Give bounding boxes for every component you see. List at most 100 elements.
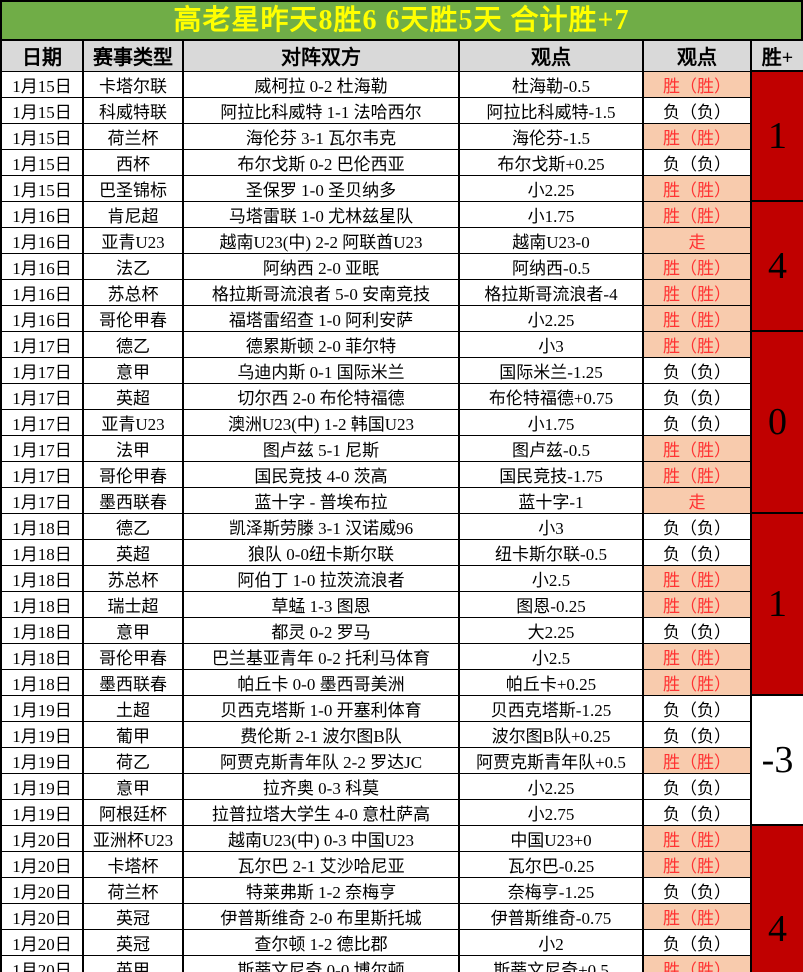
date-cell: 1月17日 [0,486,84,514]
table-row: 1月19日 葡甲 费伦斯 2-1 波尔图B队 波尔图B队+0.25 负（负） [0,720,803,748]
table-row: 1月15日 巴圣锦标 圣保罗 1-0 圣贝纳多 小2.25 胜（胜） [0,174,803,202]
pick-cell: 海伦芬-1.5 [458,122,644,150]
result-cell: 胜（胜） [642,954,752,972]
league-cell: 德乙 [82,512,184,540]
date-cell: 1月16日 [0,226,84,254]
result-cell: 负（负） [642,408,752,436]
result-cell: 胜（胜） [642,304,752,332]
league-cell: 意甲 [82,616,184,644]
table-row: 1月18日 英超 狼队 0-0纽卡斯尔联 纽卡斯尔联-0.5 负（负） [0,538,803,566]
date-cell: 1月19日 [0,798,84,826]
sheet-title: 高老星昨天8胜6 6天胜5天 合计胜+7 [0,0,803,39]
result-cell: 负（负） [642,928,752,956]
date-cell: 1月17日 [0,356,84,384]
date-cell: 1月19日 [0,746,84,774]
league-cell: 土超 [82,694,184,722]
result-cell: 负（负） [642,616,752,644]
result-cell: 胜（胜） [642,668,752,696]
match-cell: 拉普拉塔大学生 4-0 意杜萨高 [182,798,460,826]
league-cell: 阿根廷杯 [82,798,184,826]
pick-cell: 中国U23+0 [458,824,644,852]
table-row: 1月17日 意甲 乌迪内斯 0-1 国际米兰 国际米兰-1.25 负（负） [0,356,803,384]
result-cell: 胜（胜） [642,564,752,592]
date-cell: 1月20日 [0,876,84,904]
table-row: 1月17日 德乙 德累斯顿 2-0 菲尔特 小3 胜（胜） 0 [0,330,803,514]
match-cell: 阿贾克斯青年队 2-2 罗达JC [182,746,460,774]
result-cell: 胜（胜） [642,252,752,280]
net-total-cell: 1 [750,70,803,202]
league-cell: 西杯 [82,148,184,176]
date-cell: 1月15日 [0,122,84,150]
net-total-cell: 4 [750,824,803,972]
result-cell: 胜（胜） [642,70,752,98]
result-cell: 负（负） [642,772,752,800]
league-cell: 荷兰杯 [82,122,184,150]
date-cell: 1月17日 [0,408,84,436]
league-cell: 苏总杯 [82,278,184,306]
result-cell: 负（负） [642,798,752,826]
league-cell: 法乙 [82,252,184,280]
table-row: 1月17日 英超 切尔西 2-0 布伦特福德 布伦特福德+0.75 负（负） [0,382,803,410]
match-cell: 阿伯丁 1-0 拉茨流浪者 [182,564,460,592]
league-cell: 意甲 [82,772,184,800]
date-cell: 1月18日 [0,538,84,566]
pick-cell: 纽卡斯尔联-0.5 [458,538,644,566]
result-cell: 胜（胜） [642,902,752,930]
match-cell: 福塔雷绍查 1-0 阿利安萨 [182,304,460,332]
date-cell: 1月16日 [0,200,84,228]
date-cell: 1月20日 [0,928,84,956]
league-cell: 德乙 [82,330,184,358]
table-row: 1月20日 荷兰杯 特莱弗斯 1-2 奈梅亨 奈梅亨-1.25 负（负） [0,876,803,904]
date-cell: 1月17日 [0,330,84,358]
match-cell: 狼队 0-0纽卡斯尔联 [182,538,460,566]
result-cell: 走 [642,226,752,254]
match-cell: 贝西克塔斯 1-0 开塞利体育 [182,694,460,722]
date-cell: 1月18日 [0,590,84,618]
table-row: 1月19日 意甲 拉齐奥 0-3 科莫 小2.25 负（负） [0,772,803,800]
league-cell: 肯尼超 [82,200,184,228]
pick-cell: 小3 [458,512,644,540]
result-cell: 胜（胜） [642,330,752,358]
date-cell: 1月19日 [0,772,84,800]
league-cell: 卡塔尔联 [82,70,184,98]
table-row: 1月15日 卡塔尔联 威柯拉 0-2 杜海勒 杜海勒-0.5 胜（胜） 1 [0,70,803,202]
result-cell: 负（负） [642,382,752,410]
match-cell: 布尔戈斯 0-2 巴伦西亚 [182,148,460,176]
date-cell: 1月16日 [0,304,84,332]
result-cell: 负（负） [642,356,752,384]
date-cell: 1月15日 [0,148,84,176]
match-cell: 海伦芬 3-1 瓦尔韦克 [182,122,460,150]
result-cell: 负（负） [642,96,752,124]
result-cell: 胜（胜） [642,850,752,878]
pick-cell: 小2.25 [458,174,644,202]
league-cell: 英冠 [82,902,184,930]
date-cell: 1月16日 [0,252,84,280]
pick-cell: 小2.75 [458,798,644,826]
date-cell: 1月20日 [0,954,84,972]
match-cell: 斯蒂文尼奇 0-0 博尔顿 [182,954,460,972]
pick-cell: 瓦尔巴-0.25 [458,850,644,878]
match-cell: 图卢兹 5-1 尼斯 [182,434,460,462]
result-cell: 胜（胜） [642,200,752,228]
date-cell: 1月19日 [0,720,84,748]
header-row: 日期 赛事类型 对阵双方 观点 观点 胜+ [0,39,803,72]
pick-cell: 大2.25 [458,616,644,644]
table-row: 1月18日 苏总杯 阿伯丁 1-0 拉茨流浪者 小2.5 胜（胜） [0,564,803,592]
col-header-date: 日期 [0,39,84,72]
pick-cell: 小2.5 [458,564,644,592]
pick-cell: 杜海勒-0.5 [458,70,644,98]
league-cell: 哥伦甲春 [82,460,184,488]
match-cell: 澳洲U23(中) 1-2 韩国U23 [182,408,460,436]
pick-cell: 奈梅亨-1.25 [458,876,644,904]
result-cell: 负（负） [642,694,752,722]
result-cell: 胜（胜） [642,642,752,670]
pick-cell: 布伦特福德+0.75 [458,382,644,410]
pick-cell: 国际米兰-1.25 [458,356,644,384]
league-cell: 意甲 [82,356,184,384]
match-cell: 草蜢 1-3 图恩 [182,590,460,618]
table-row: 1月15日 荷兰杯 海伦芬 3-1 瓦尔韦克 海伦芬-1.5 胜（胜） [0,122,803,150]
table-row: 1月19日 阿根廷杯 拉普拉塔大学生 4-0 意杜萨高 小2.75 负（负） [0,798,803,826]
date-cell: 1月15日 [0,174,84,202]
date-cell: 1月20日 [0,850,84,878]
pick-cell: 小2.25 [458,304,644,332]
